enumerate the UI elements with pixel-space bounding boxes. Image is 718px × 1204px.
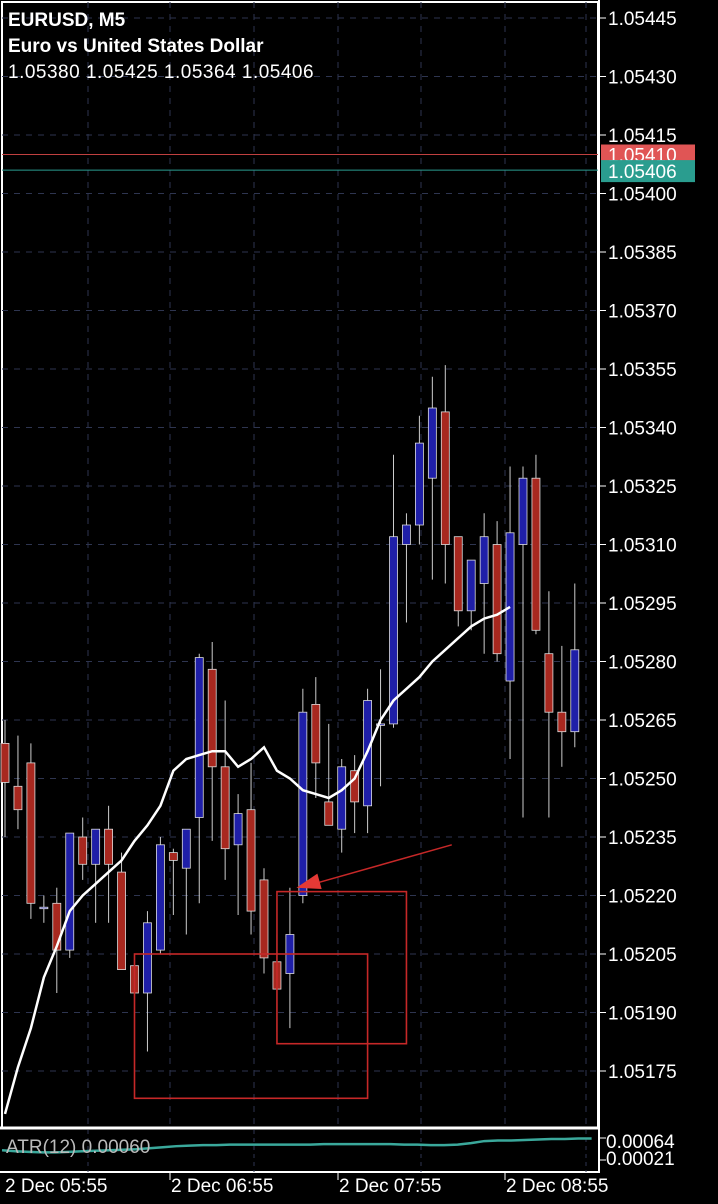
price-tick-label: 1.05280 [608,653,677,674]
moving-average-line [3,605,511,1115]
price-tick-label: 1.05415 [608,126,677,147]
bear-candle[interactable] [13,785,23,811]
bull-candle[interactable] [376,723,385,726]
bear-candle[interactable] [26,762,36,904]
bear-candle[interactable] [324,801,334,826]
price-tick-label: 1.05445 [608,9,677,30]
price-tick-label: 1.05355 [608,360,677,381]
price-tick-label: 1.05250 [608,770,677,791]
bear-candle[interactable] [220,766,230,850]
bear-candle[interactable] [544,653,554,713]
bear-candle[interactable] [246,809,256,912]
symbol-timeframe: EURUSD, M5 [8,10,126,31]
price-tick-label: 1.05340 [608,419,677,440]
price-tick-label: 1.05325 [608,477,677,498]
atr-line [1,1137,592,1154]
bull-candle[interactable] [39,906,49,910]
price-tick-label: 1.05400 [608,185,677,206]
ask-price-tag [601,160,695,183]
price-tick-label: 1.05220 [608,887,677,908]
price-tick-label: 1.05385 [608,243,677,264]
bid-price-tag [601,144,695,165]
bull-candle[interactable] [194,657,204,818]
arrow-head[interactable] [296,873,322,890]
bull-candle[interactable] [402,524,411,545]
price-tick-label: 1.05265 [608,711,677,732]
bull-candle[interactable] [389,536,398,725]
bear-candle[interactable] [311,704,321,764]
price-tick-label: 1.05175 [608,1062,677,1083]
atr-scale-top: 0.00064 [606,1132,675,1153]
chart-header: EURUSD, M5 Euro vs United States Dollar … [8,8,314,86]
bull-candle[interactable] [91,828,101,865]
bull-candle[interactable] [181,828,191,869]
bull-candle[interactable] [570,649,580,733]
arrow-line[interactable] [314,844,452,885]
bear-candle[interactable] [52,902,62,951]
bear-candle[interactable] [117,871,126,970]
ask-price-label: 1.05406 [608,162,677,183]
zone-rectangle[interactable] [133,953,369,1100]
atr-scale-bottom: 0.00021 [606,1149,675,1170]
price-tick-label: 1.05370 [608,302,677,323]
bull-candle[interactable] [155,844,165,951]
bull-candle[interactable] [427,407,437,479]
time-axis-label: 2 Dec 08:55 [506,1176,608,1197]
bull-candle[interactable] [337,766,347,830]
bear-candle[interactable] [104,828,113,865]
bear-candle[interactable] [0,743,10,783]
bear-candle[interactable] [440,411,450,545]
bear-candle[interactable] [168,852,178,861]
time-axis-label: 2 Dec 06:55 [171,1176,273,1197]
price-tick-label: 1.05310 [608,536,677,557]
bear-candle[interactable] [531,477,541,631]
price-tick-label: 1.05190 [608,1004,677,1025]
bull-candle[interactable] [65,832,75,951]
time-axis-label: 2 Dec 05:55 [5,1176,107,1197]
bull-candle[interactable] [518,477,528,545]
bull-candle[interactable] [505,532,515,682]
zone-rectangle[interactable] [276,890,408,1045]
atr-label: ATR(12) 0.00060 [6,1137,150,1158]
bull-candle[interactable] [466,559,476,612]
bear-candle[interactable] [453,536,463,612]
price-tick-label: 1.05430 [608,68,677,89]
bear-candle[interactable] [557,711,567,733]
ohlc-readout: 1.05380 1.05425 1.05364 1.05406 [8,62,315,83]
bull-candle[interactable] [479,536,489,584]
bull-candle[interactable] [143,922,152,994]
bear-candle[interactable] [492,544,502,655]
price-tick-label: 1.05205 [608,945,677,966]
bull-candle[interactable] [298,711,308,896]
bear-candle[interactable] [259,879,269,959]
price-tick-label: 1.05295 [608,594,677,615]
bull-candle[interactable] [414,442,424,526]
time-axis-label: 2 Dec 07:55 [339,1176,441,1197]
price-tick-label: 1.05235 [608,828,677,849]
bull-candle[interactable] [233,813,243,846]
symbol-description: Euro vs United States Dollar [8,36,264,57]
bear-candle[interactable] [78,836,88,865]
bear-candle[interactable] [207,668,217,768]
bear-candle[interactable] [350,770,360,803]
